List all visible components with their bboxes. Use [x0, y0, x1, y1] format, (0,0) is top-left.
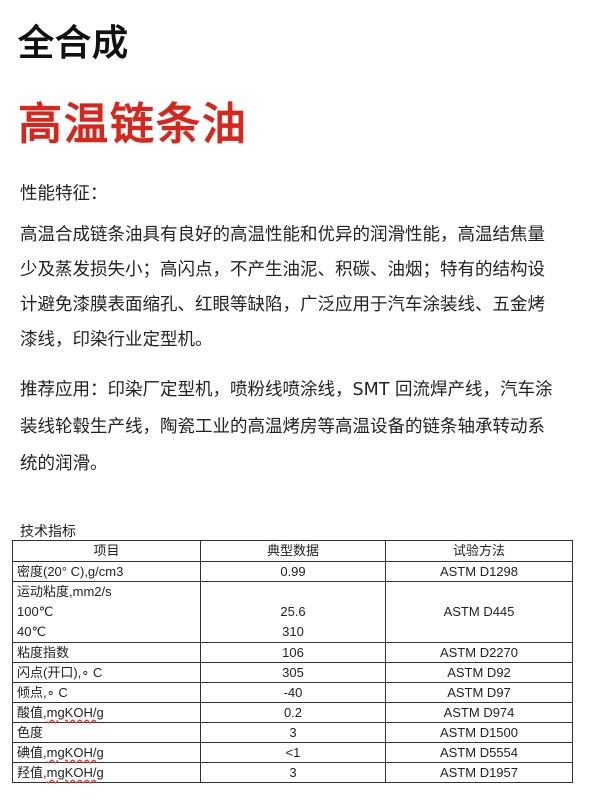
table-row: 粘度指数 106 ASTM D2270: [12, 642, 573, 663]
header-value: 典型数据: [200, 540, 386, 562]
table-row: 羟值,mgKOH/g 3 ASTM D1957: [12, 762, 573, 783]
applications-line: 推荐应用：印染厂定型机，喷粉线喷涂线，SMT 回流焊产线，汽车涂: [20, 380, 553, 400]
cell-method: ASTM D974: [385, 702, 573, 723]
cell-item: 运动粘度,mm2/s 100℃ 40℃: [12, 581, 201, 643]
cell-value: 0.99: [200, 561, 386, 582]
table-row: 酸值,mgKOH/g 0.2 ASTM D974: [12, 702, 573, 723]
item-unit: mgKOH/g: [46, 764, 104, 780]
features-heading: 性能特征：: [20, 184, 108, 204]
cell-value: 25.6 310: [200, 581, 386, 643]
cell-item: 密度(20° C),g/cm3: [12, 561, 201, 582]
applications-line: 统的润滑。: [20, 454, 108, 474]
header-item: 项目: [12, 540, 201, 562]
features-line: 漆线，印染行业定型机。: [20, 330, 213, 350]
cell-method: ASTM D97: [385, 682, 573, 703]
cell-method: ASTM D92: [385, 662, 573, 683]
table-row: 色度 3 ASTM D1500: [12, 722, 573, 743]
value-100c: 25.6: [280, 604, 306, 619]
item-label: 羟值,: [17, 764, 47, 780]
specs-title: 技术指标: [20, 524, 76, 540]
cell-value: 305: [200, 662, 386, 683]
title: 全合成: [18, 23, 130, 64]
features-line: 高温合成链条油具有良好的高温性能和优异的润滑性能，高温结焦量: [20, 225, 545, 245]
cell-item: 粘度指数: [12, 642, 201, 663]
item-unit: mgKOH/g: [46, 704, 104, 720]
cell-value: <1: [200, 742, 386, 763]
applications-line: 装线轮毂生产线，陶瓷工业的高温烤房等高温设备的链条轴承转动系: [20, 417, 545, 437]
table-row: 闪点(开口),∘ C 305 ASTM D92: [12, 662, 573, 683]
item-label: 酸值,: [17, 704, 47, 720]
specs-table: 项目 典型数据 试验方法 密度(20° C),g/cm3 0.99 ASTM D…: [12, 540, 573, 783]
table-row: 碘值,mgKOH/g <1 ASTM D5554: [12, 742, 573, 763]
cell-value: 3: [200, 722, 386, 743]
cell-method: ASTM D2270: [385, 642, 573, 663]
subtitle: 高温链条油: [18, 99, 248, 150]
cell-method: ASTM D1298: [385, 561, 573, 582]
item-label: 运动粘度,mm2/s: [17, 584, 112, 599]
cell-value: 0.2: [200, 702, 386, 723]
cell-item: 碘值,mgKOH/g: [12, 742, 201, 763]
table-row: 倾点,∘ C -40 ASTM D97: [12, 682, 573, 703]
features-line: 计避免漆膜表面缩孔、红眼等缺陷，广泛应用于汽车涂装线、五金烤: [20, 295, 545, 315]
item-label: 碘值,: [17, 744, 47, 760]
table-row: 密度(20° C),g/cm3 0.99 ASTM D1298: [12, 561, 573, 582]
value-40c: 310: [282, 624, 304, 639]
cell-value: 3: [200, 762, 386, 783]
item-sub: 100℃: [17, 604, 54, 619]
cell-method: ASTM D445: [385, 581, 573, 643]
cell-value: -40: [200, 682, 386, 703]
cell-item: 倾点,∘ C: [12, 682, 201, 703]
item-unit: mgKOH/g: [46, 744, 104, 760]
cell-method: ASTM D5554: [385, 742, 573, 763]
cell-item: 闪点(开口),∘ C: [12, 662, 201, 683]
cell-item: 羟值,mgKOH/g: [12, 762, 201, 783]
header-method: 试验方法: [385, 540, 573, 562]
cell-method: ASTM D1957: [385, 762, 573, 783]
cell-method: ASTM D1500: [385, 722, 573, 743]
features-line: 少及蒸发损失小；高闪点，不产生油泥、积碳、油烟；特有的结构设: [20, 260, 545, 280]
cell-item: 酸值,mgKOH/g: [12, 702, 201, 723]
cell-value: 106: [200, 642, 386, 663]
item-sub: 40℃: [17, 624, 47, 639]
cell-item: 色度: [12, 722, 201, 743]
table-header-row: 项目 典型数据 试验方法: [12, 540, 573, 562]
table-row: 运动粘度,mm2/s 100℃ 40℃ 25.6 310 ASTM D445: [12, 581, 573, 643]
